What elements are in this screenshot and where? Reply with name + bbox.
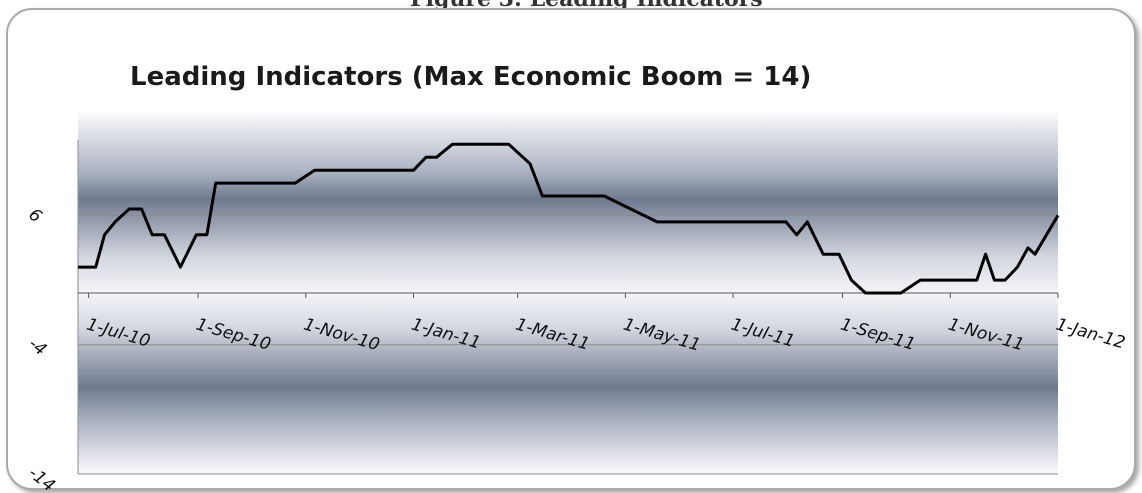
cropped-caption-text: Figure 3: Leading Indicators (410, 0, 763, 10)
y-tick-label-2: -14 (24, 463, 58, 493)
cropped-figure-caption: Figure 3: Leading Indicators (0, 0, 1142, 10)
y-tick-label-1: -4 (24, 334, 50, 360)
y-tick-label-0: 6 (24, 205, 45, 228)
series-line-0 (78, 142, 1060, 295)
series-line-group (78, 142, 1060, 295)
x-tick-label-9: 1-Jan-12 (1054, 315, 1128, 354)
chart-title: Leading Indicators (Max Economic Boom = … (130, 62, 812, 92)
grid-lines (78, 214, 1058, 475)
y-tick-labels: 6 -4 -14 (24, 205, 58, 493)
